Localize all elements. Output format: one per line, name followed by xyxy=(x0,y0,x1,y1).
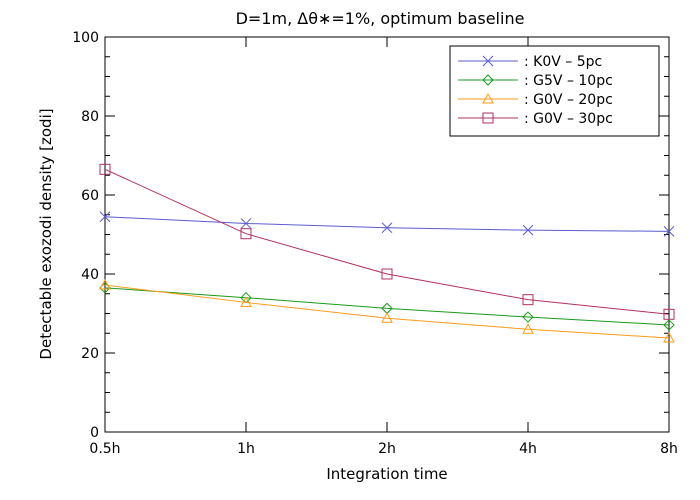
data-point xyxy=(240,296,252,307)
legend-marker xyxy=(482,112,494,124)
legend-label: : G0V – 20pc xyxy=(524,92,613,108)
data-point xyxy=(240,218,252,229)
x-axis-ticks: 0.5h 1h 2h 4h 8h xyxy=(89,37,678,457)
series-line xyxy=(104,284,670,339)
legend-entry: : G0V – 20pc xyxy=(458,92,613,108)
series-0 xyxy=(99,211,675,237)
data-point xyxy=(99,163,111,175)
series-2 xyxy=(99,279,675,343)
legend: : K0V – 5pc : G5V – 10pc : G0V – 20pc : G0V… xyxy=(449,45,660,137)
data-point xyxy=(663,331,675,343)
x-axis-label: Integration time xyxy=(326,465,447,483)
data-point xyxy=(663,308,675,320)
data-point xyxy=(522,224,534,236)
legend-label: : G5V – 10pc xyxy=(524,73,613,89)
legend-marker xyxy=(482,92,494,104)
series-line xyxy=(104,168,670,315)
x-tick-label: 4h xyxy=(519,441,537,457)
legend-label: : G0V – 30pc xyxy=(524,111,613,127)
data-point xyxy=(381,268,393,280)
y-tick-label: 60 xyxy=(81,188,99,204)
data-point xyxy=(663,319,675,331)
x-tick-label: 2h xyxy=(378,441,396,457)
series-line xyxy=(104,287,670,326)
legend-marker xyxy=(482,55,494,67)
data-point xyxy=(663,225,675,237)
y-tick-label: 80 xyxy=(81,109,99,125)
y-tick-label: 20 xyxy=(81,346,99,362)
data-point xyxy=(522,311,534,323)
data-point xyxy=(381,222,393,234)
legend-entry: : G5V – 10pc xyxy=(458,73,613,89)
legend-entry: : K0V – 5pc xyxy=(458,54,602,70)
chart-title: D=1m, Δθ∗=1%, optimum baseline xyxy=(236,9,525,28)
legend-label: : K0V – 5pc xyxy=(524,54,602,70)
y-tick-label: 100 xyxy=(72,30,99,46)
data-point xyxy=(381,312,393,323)
x-tick-label: 8h xyxy=(660,441,678,457)
data-point xyxy=(99,279,111,290)
legend-marker xyxy=(482,74,494,86)
data-point xyxy=(240,228,252,240)
data-point xyxy=(522,323,534,334)
series-3 xyxy=(99,163,675,320)
y-tick-label: 40 xyxy=(81,267,99,283)
y-tick-label: 0 xyxy=(90,425,99,441)
y-axis-label: Detectable exozodi density [zodi] xyxy=(37,108,55,359)
legend-entry: : G0V – 30pc xyxy=(458,111,613,127)
data-point xyxy=(99,211,111,223)
series-line xyxy=(104,216,670,232)
series-layer xyxy=(99,163,675,343)
y-axis-ticks: 0 20 40 60 80 100 xyxy=(72,30,669,441)
x-tick-label: 0.5h xyxy=(89,441,120,457)
series-1 xyxy=(99,282,675,331)
x-tick-label: 1h xyxy=(237,441,255,457)
data-point xyxy=(522,294,534,306)
